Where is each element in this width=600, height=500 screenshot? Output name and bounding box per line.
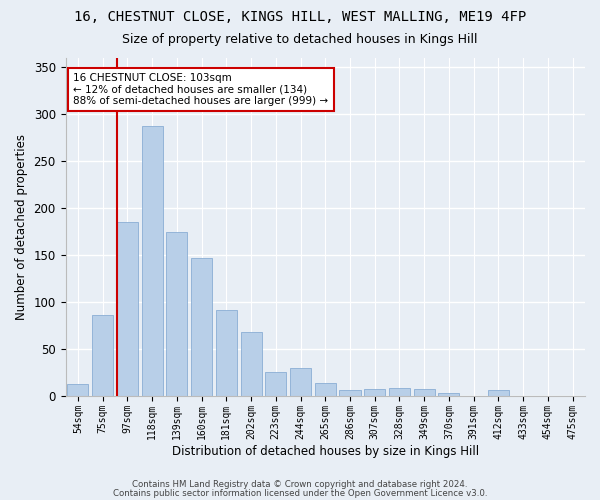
Bar <box>142 126 163 396</box>
Bar <box>413 390 435 396</box>
Bar <box>290 368 311 396</box>
Bar <box>488 390 509 396</box>
Bar <box>92 315 113 396</box>
Bar <box>439 393 460 396</box>
Bar <box>216 310 237 396</box>
Bar <box>117 222 138 396</box>
Text: Contains HM Land Registry data © Crown copyright and database right 2024.: Contains HM Land Registry data © Crown c… <box>132 480 468 489</box>
X-axis label: Distribution of detached houses by size in Kings Hill: Distribution of detached houses by size … <box>172 444 479 458</box>
Text: 16 CHESTNUT CLOSE: 103sqm
← 12% of detached houses are smaller (134)
88% of semi: 16 CHESTNUT CLOSE: 103sqm ← 12% of detac… <box>73 72 328 106</box>
Y-axis label: Number of detached properties: Number of detached properties <box>15 134 28 320</box>
Bar <box>364 390 385 396</box>
Bar <box>389 388 410 396</box>
Text: 16, CHESTNUT CLOSE, KINGS HILL, WEST MALLING, ME19 4FP: 16, CHESTNUT CLOSE, KINGS HILL, WEST MAL… <box>74 10 526 24</box>
Bar <box>241 332 262 396</box>
Bar <box>315 383 336 396</box>
Bar <box>265 372 286 396</box>
Text: Contains public sector information licensed under the Open Government Licence v3: Contains public sector information licen… <box>113 488 487 498</box>
Text: Size of property relative to detached houses in Kings Hill: Size of property relative to detached ho… <box>122 32 478 46</box>
Bar <box>166 232 187 396</box>
Bar <box>191 258 212 396</box>
Bar <box>67 384 88 396</box>
Bar <box>340 390 361 396</box>
